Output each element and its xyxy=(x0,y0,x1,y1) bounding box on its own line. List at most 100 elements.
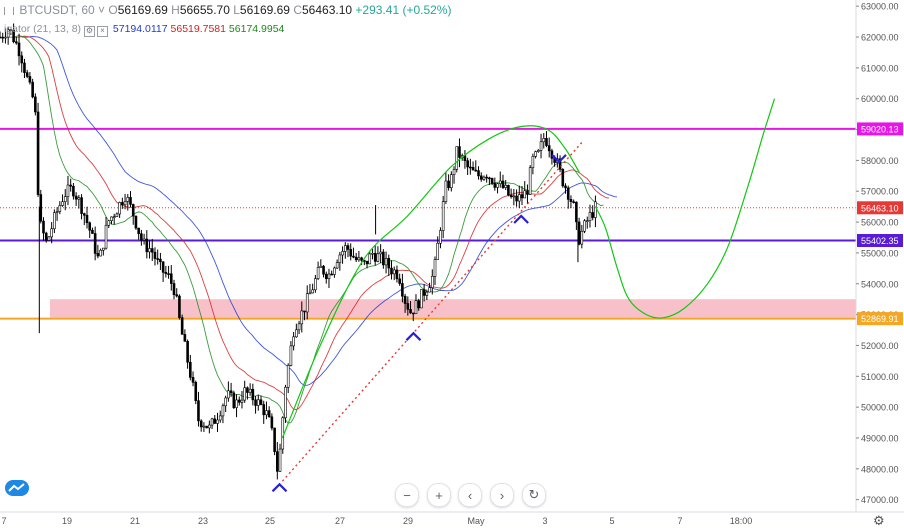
candle-body xyxy=(232,392,236,408)
candle-body xyxy=(387,258,391,269)
zoom-in-button[interactable]: + xyxy=(427,483,451,507)
candle-body xyxy=(322,265,325,275)
candle-body xyxy=(186,341,189,363)
candle-body xyxy=(572,201,575,203)
candle-body xyxy=(248,388,252,393)
candle-body xyxy=(259,399,263,405)
price-label-2: 55402.35 xyxy=(861,236,899,246)
candle-body xyxy=(118,202,121,215)
candle-body xyxy=(308,292,312,295)
candle-body xyxy=(126,197,130,202)
indicator-name[interactable]: igator (21, 13, 8) xyxy=(4,23,82,35)
candle-body xyxy=(145,238,149,253)
candle-body xyxy=(262,404,266,416)
candle-body xyxy=(218,415,222,421)
candle-body xyxy=(458,146,461,158)
time-tick-label: 5 xyxy=(609,516,614,526)
candle-body xyxy=(134,215,138,229)
time-tick-label: 7 xyxy=(677,516,682,526)
candle-body xyxy=(512,195,516,198)
candle-body xyxy=(463,155,467,161)
candle-body xyxy=(537,150,540,152)
candle-body xyxy=(452,168,456,175)
lips-value: 56174.9954 xyxy=(228,23,285,35)
price-tick-label: 50000.00 xyxy=(861,403,899,413)
horizontal-lines xyxy=(0,127,856,320)
scroll-right-button[interactable]: › xyxy=(490,483,514,507)
candle-body xyxy=(102,247,105,251)
price-tick-label: 56000.00 xyxy=(861,218,899,228)
price-tick-label: 54000.00 xyxy=(861,279,899,289)
candle-body xyxy=(110,216,113,222)
candle-body xyxy=(74,195,78,200)
candle-body xyxy=(96,253,100,257)
symbol-label[interactable]: BTCUSDT, 60 xyxy=(19,3,95,17)
symbol-legend: BTCUSDT, 60 ˅ O56169.69 H56655.70 L56169… xyxy=(4,3,451,17)
candle-body xyxy=(256,399,260,406)
scroll-left-button[interactable]: ‹ xyxy=(458,483,482,507)
candle-body xyxy=(281,417,285,450)
candle-body xyxy=(490,177,494,184)
symbol-chevron-icon[interactable]: ˅ xyxy=(98,3,106,17)
candle-body xyxy=(191,377,195,383)
candle-body xyxy=(327,273,331,280)
marker-up-0 xyxy=(271,482,288,493)
candle-body xyxy=(235,399,238,408)
candle-body xyxy=(80,197,83,214)
candle-body xyxy=(585,220,589,223)
candle-body xyxy=(450,174,453,188)
candle-body xyxy=(295,329,298,338)
candle-body xyxy=(213,418,217,424)
candle-body xyxy=(479,175,483,180)
teeth-value: 56519.7581 xyxy=(170,23,226,35)
candle-body xyxy=(411,312,415,315)
projection-drawing xyxy=(594,98,776,319)
candle-body xyxy=(121,202,124,206)
candle-body xyxy=(346,245,350,250)
price-tick-label: 55000.00 xyxy=(861,248,899,258)
change-value: +293.41 (+0.52%) xyxy=(355,3,452,17)
candle-body xyxy=(447,180,450,188)
candle-body xyxy=(335,262,339,269)
candle-body xyxy=(471,166,475,171)
time-tick-label: 27 xyxy=(335,516,345,526)
zoom-out-button[interactable]: − xyxy=(395,483,419,507)
candle-body xyxy=(270,416,274,429)
candle-body xyxy=(237,399,241,403)
scroll-toolbar: ‹ › ↻ xyxy=(458,483,546,507)
reset-chart-button[interactable]: ↻ xyxy=(522,483,546,507)
candle-body xyxy=(316,267,320,279)
candle-body xyxy=(28,76,32,83)
candle-body xyxy=(137,227,140,234)
indicator-settings-icon[interactable]: ⚙ xyxy=(83,26,95,37)
candle-body xyxy=(69,184,72,187)
candle-body xyxy=(324,273,328,280)
candle-body xyxy=(392,269,396,275)
collapse-legend-icon[interactable] xyxy=(4,7,14,15)
candle-body xyxy=(246,387,249,393)
gear-icon[interactable]: ⚙ xyxy=(873,513,885,528)
candle-body xyxy=(115,213,119,217)
candle-body xyxy=(319,265,323,268)
candle-body xyxy=(390,267,393,275)
candle-body xyxy=(123,201,127,206)
price-label-1: 56463.10 xyxy=(861,203,899,213)
indicator-remove-icon[interactable]: × xyxy=(96,26,108,37)
candle-body xyxy=(300,310,304,325)
time-axis: 7 19 21 23 25 27 29 May 3 5 7 18:00 xyxy=(0,511,904,526)
candle-body xyxy=(36,111,40,195)
price-tick-label: 58000.00 xyxy=(861,156,899,166)
candle-body xyxy=(534,151,537,157)
candle-body xyxy=(420,289,423,309)
candle-body xyxy=(286,365,290,388)
candle-body xyxy=(169,273,173,284)
tradingview-logo-icon[interactable] xyxy=(5,480,29,496)
candle-body xyxy=(561,169,565,187)
candle-body xyxy=(175,294,179,297)
support-zone-rect xyxy=(50,299,856,318)
price-label-bg-0 xyxy=(857,122,903,136)
candle-body xyxy=(265,410,268,416)
candle-body xyxy=(34,96,37,113)
alligator-teeth-line xyxy=(13,35,609,411)
